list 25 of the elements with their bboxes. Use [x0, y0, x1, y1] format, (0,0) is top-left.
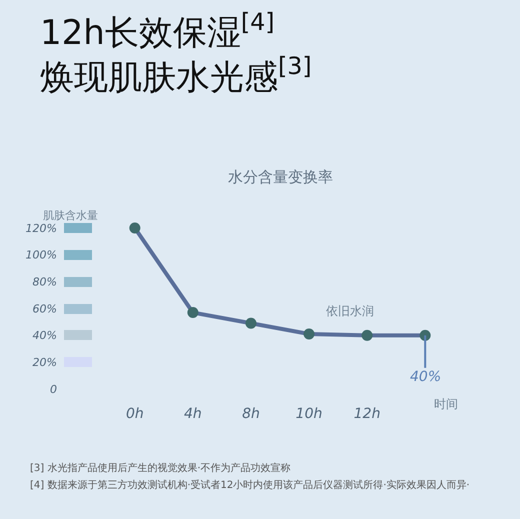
y-axis-title: 肌肤含水量: [43, 209, 98, 222]
x-tick-label: 8h: [242, 406, 260, 422]
x-axis-title: 时间: [434, 397, 458, 411]
x-tick-label: 0h: [126, 406, 144, 422]
data-label: 40%: [410, 369, 442, 385]
y-tick-label: 20%: [32, 356, 57, 370]
point: [245, 318, 256, 329]
y-tick-label: 0: [50, 382, 57, 396]
y-tick-label: 40%: [32, 329, 57, 342]
point: [362, 330, 373, 341]
annotation: 依旧水润: [326, 304, 374, 318]
x-tick-label: 10h: [296, 406, 322, 422]
point: [129, 222, 140, 234]
y-tick-label: 80%: [32, 276, 57, 289]
x-tick-label: 4h: [184, 406, 202, 422]
text: [3] 水光指产品使用后产生的视觉效果·不作为产品功效宣称: [30, 462, 292, 476]
y-tick-label: 120%: [26, 222, 57, 235]
point: [187, 307, 198, 318]
x-tick-label: 12h: [354, 406, 380, 422]
chart-title: 12h长效保湿$^{[4]}$ 焕现肌肤水光感$^{[3]}$: [40, 8, 312, 98]
text: [4] 数据来源于第三方功效测试机构·受试者12小时内使用该产品后仪器测试所得·实际效果因人而异·: [30, 479, 471, 493]
y-tick-label: 100%: [26, 248, 57, 262]
point: [304, 328, 315, 340]
chart-subtitle: 水分含量变换率: [228, 168, 333, 186]
y-tick-label: 60%: [32, 302, 57, 316]
